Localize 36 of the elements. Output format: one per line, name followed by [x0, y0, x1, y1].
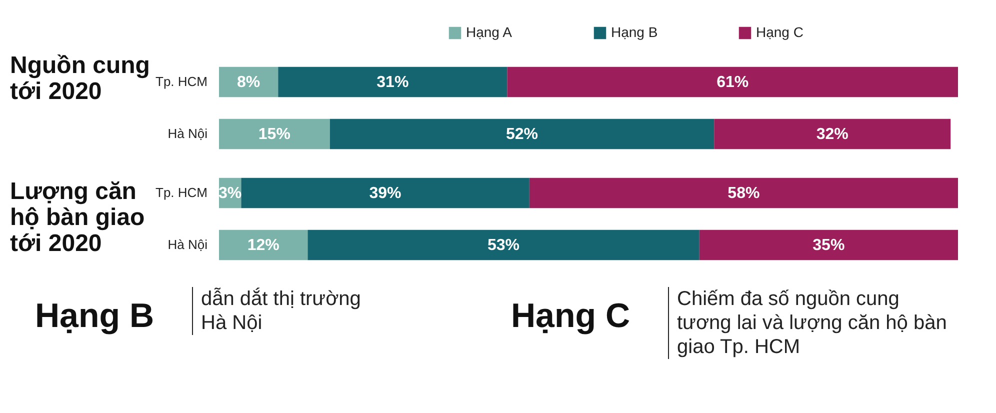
chart-title: Nguồn cung tới 2020 [9, 52, 150, 105]
data-label: 52% [506, 126, 538, 143]
bar [278, 66, 508, 98]
bar [507, 66, 958, 98]
data-label: 31% [376, 74, 409, 91]
text: Hạng B [35, 296, 154, 336]
legend-label: Hạng C [756, 24, 804, 40]
data-label: 53% [488, 237, 520, 254]
y-tick-label: Tp. HCM [156, 185, 208, 200]
text: dẫn dắt thị trường Hà Nội [192, 287, 391, 335]
bar [714, 118, 951, 150]
bar [219, 118, 330, 150]
data-label: 39% [369, 185, 402, 202]
bar [330, 118, 714, 150]
bar [241, 178, 530, 208]
text: Chiếm đa số nguồn cung tương lai và lượng căn hộ bàn giao Tp. HCM [668, 287, 947, 359]
data-label: 58% [728, 185, 760, 202]
data-label: 8% [236, 74, 260, 91]
data-label: 3% [218, 185, 242, 202]
text: Hạng C [511, 296, 630, 336]
legend-label: Hạng A [466, 24, 513, 40]
data-label: 61% [716, 74, 749, 91]
y-tick-label: Hà Nội [168, 237, 208, 252]
bar [308, 230, 700, 260]
data-label: 32% [816, 126, 848, 143]
y-tick-label: Tp. HCM [156, 74, 208, 89]
data-label: 35% [812, 237, 845, 254]
y-tick-label: Hà Nội [168, 126, 208, 141]
bar [219, 230, 308, 260]
bar [529, 178, 958, 208]
data-label: 15% [258, 126, 290, 143]
bar [699, 230, 958, 260]
text: Lượng căn hộ bàn giao tới 2020 [9, 178, 146, 256]
bar [219, 66, 278, 98]
legend-label: Hạng B [611, 24, 658, 40]
data-label: 12% [247, 237, 280, 254]
